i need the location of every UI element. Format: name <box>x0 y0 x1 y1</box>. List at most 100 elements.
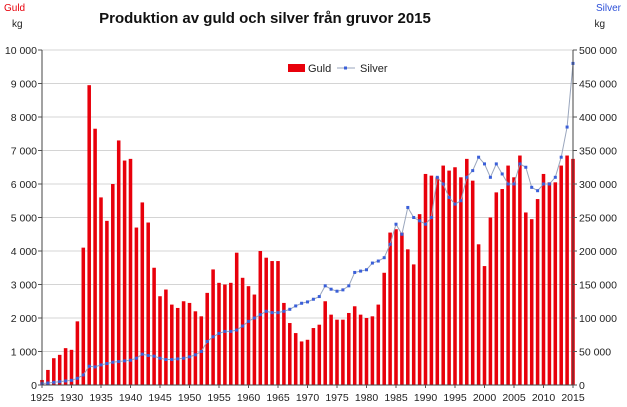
silver-point <box>81 373 85 377</box>
silver-point <box>117 360 121 364</box>
right-axis-series-label: Silver <box>596 3 622 14</box>
silver-point <box>412 216 416 219</box>
guld-bar <box>181 301 186 385</box>
silver-point <box>52 380 56 384</box>
silver-point <box>140 352 144 356</box>
silver-point <box>170 358 174 362</box>
left-tick-label: 0 <box>31 380 37 392</box>
guld-bar <box>175 307 180 385</box>
left-tick-label: 6 000 <box>11 179 37 191</box>
silver-point <box>370 261 374 265</box>
x-tick-label: 2015 <box>561 392 585 404</box>
x-tick-label: 2010 <box>532 392 556 404</box>
silver-point <box>477 155 481 159</box>
silver-point <box>323 284 327 288</box>
silver-point <box>252 316 256 320</box>
x-tick-label: 1990 <box>414 392 438 404</box>
silver-point <box>164 358 168 362</box>
silver-point <box>418 219 422 223</box>
legend-swatch-silver-marker <box>344 66 347 70</box>
guld-bar <box>187 302 192 385</box>
silver-point <box>46 381 50 385</box>
silver-point <box>453 202 457 206</box>
x-axis-ticks: 1925 1930 1935 1940 1945 1950 1955 1960 1965 1970… <box>30 385 585 404</box>
silver-point <box>152 354 156 358</box>
x-tick-label: 1955 <box>207 392 231 404</box>
guld-bar <box>565 155 569 385</box>
left-axis-series-label: Guld <box>4 3 25 14</box>
silver-point <box>524 165 528 169</box>
guld-bar <box>252 294 257 385</box>
guld-bar <box>358 314 363 385</box>
silver-point <box>123 359 127 363</box>
silver-point <box>193 353 197 357</box>
silver-point <box>111 360 115 364</box>
guld-bar <box>293 333 298 385</box>
x-tick-label: 1965 <box>266 392 290 404</box>
guld-bar <box>311 328 316 385</box>
silver-point <box>199 350 203 353</box>
silver-point <box>553 175 557 179</box>
chart-title: Produktion av guld och silver från gruvo… <box>99 10 431 27</box>
silver-point <box>64 379 68 383</box>
guld-bar <box>93 128 97 385</box>
guld-bar <box>488 217 493 385</box>
guld-bar <box>116 140 121 385</box>
legend: Guld Silver <box>288 63 388 75</box>
guld-bar <box>453 167 457 385</box>
guld-bar <box>500 189 504 385</box>
silver-point <box>494 162 498 166</box>
silver-point <box>276 311 280 315</box>
silver-point <box>441 182 445 186</box>
silver-point <box>99 363 103 367</box>
guld-bar <box>264 257 268 385</box>
guld-bar <box>518 155 522 385</box>
silver-point <box>347 284 351 288</box>
guld-bar <box>417 214 422 385</box>
right-tick-label: 500 000 <box>579 45 617 57</box>
left-tick-label: 5 000 <box>11 213 37 225</box>
silver-point <box>158 356 162 360</box>
guld-bar <box>69 349 74 385</box>
guld-bar <box>99 197 103 385</box>
legend-swatch-guld <box>288 64 305 72</box>
x-tick-label: 2005 <box>502 392 526 404</box>
silver-point <box>459 199 463 203</box>
guld-bar <box>317 324 322 385</box>
guld-bar <box>541 173 546 385</box>
guld-bar <box>164 289 168 385</box>
x-tick-label: 1950 <box>178 392 202 404</box>
guld-bar <box>52 358 56 385</box>
guld-bar <box>246 286 251 385</box>
right-tick-label: 300 000 <box>579 179 617 191</box>
x-tick-label: 1975 <box>325 392 349 404</box>
silver-point <box>306 300 309 304</box>
guld-bar <box>435 177 440 385</box>
right-axis-ticks: 0 50 000 100 000 150 000 200 000 250 000 300 0… <box>573 45 617 392</box>
guld-bar <box>193 311 198 385</box>
silver-point <box>211 335 215 339</box>
silver-point <box>188 355 191 359</box>
x-tick-label: 1930 <box>60 392 84 404</box>
silver-point <box>300 301 304 305</box>
guld-bar <box>223 284 227 385</box>
guld-bar <box>370 316 375 385</box>
x-tick-label: 1925 <box>30 392 54 404</box>
legend-label-silver: Silver <box>360 63 388 75</box>
silver-point <box>294 304 298 308</box>
right-tick-label: 50 000 <box>579 347 611 359</box>
silver-point <box>229 329 233 333</box>
guld-bar <box>547 182 552 385</box>
left-tick-label: 9 000 <box>11 79 37 91</box>
guld-bar <box>559 165 563 385</box>
guld-bar <box>429 175 434 385</box>
guld-bar <box>482 266 487 385</box>
silver-series <box>40 61 575 386</box>
silver-point <box>105 362 109 366</box>
guld-bar <box>158 296 162 385</box>
silver-point <box>376 259 380 263</box>
guld-bar <box>276 261 280 385</box>
silver-point <box>471 169 475 173</box>
silver-point <box>488 175 492 179</box>
guld-bar <box>134 227 139 385</box>
